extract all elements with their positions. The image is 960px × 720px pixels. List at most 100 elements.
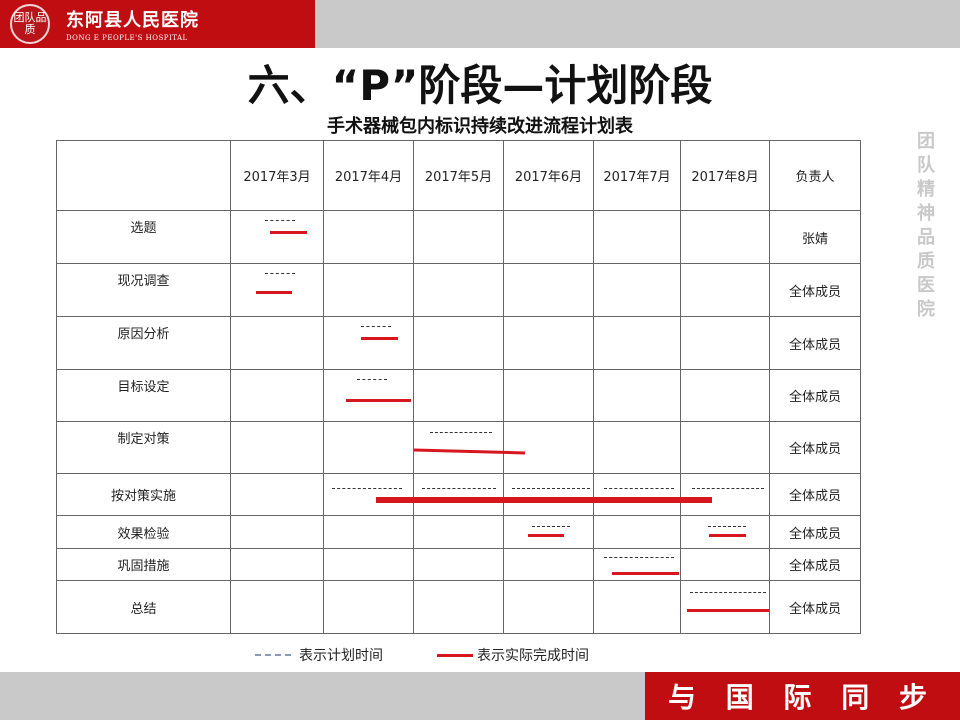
plan-legend-label: 表示计划时间 [299, 648, 383, 664]
month-cell [323, 421, 414, 474]
month-cell [503, 421, 594, 474]
table-row: 按对策实施 全体成员 [56, 473, 861, 516]
column-header: 2017年7月 [593, 140, 681, 211]
month-cell [323, 316, 414, 370]
slide-title: 六、“P”阶段—计划阶段 [247, 61, 713, 110]
footer-motto: 与 国 际 同 步 [645, 672, 960, 720]
month-cell [593, 515, 681, 549]
task-cell: 按对策实施 [56, 473, 231, 516]
month-cell [680, 263, 770, 317]
planned-time-line [422, 488, 496, 489]
owner-cell: 全体成员 [769, 473, 861, 516]
month-cell [503, 473, 594, 516]
table-row: 目标设定 全体成员 [56, 369, 861, 422]
actual-time-line [528, 534, 564, 537]
month-cell [680, 580, 770, 634]
planned-time-line [512, 488, 590, 489]
month-cell [323, 548, 414, 581]
month-cell [323, 473, 414, 516]
month-cell [503, 210, 594, 264]
plan-legend-swatch [255, 654, 291, 656]
actual-time-line [361, 337, 398, 340]
header-row: 2017年3月 2017年4月 2017年5月 2017年6月 2017年7月 … [56, 140, 861, 211]
owner-cell: 全体成员 [769, 515, 861, 549]
actual-time-line [256, 291, 292, 294]
planned-time-line [690, 592, 766, 593]
month-cell [503, 316, 594, 370]
column-header: 2017年3月 [230, 140, 324, 211]
column-header [56, 140, 231, 211]
planned-time-line [430, 432, 492, 433]
month-cell [680, 316, 770, 370]
task-cell: 原因分析 [56, 316, 231, 370]
month-cell [413, 421, 504, 474]
actual-time-line [709, 534, 746, 537]
hospital-name-en: DONG E PEOPLE'S HOSPITAL [66, 34, 188, 42]
month-cell [230, 473, 324, 516]
month-cell [680, 548, 770, 581]
table-row: 效果检验 全体成员 [56, 515, 861, 549]
owner-cell: 全体成员 [769, 421, 861, 474]
actual-time-line [346, 399, 411, 402]
task-cell: 巩固措施 [56, 548, 231, 581]
table-row: 原因分析 全体成员 [56, 316, 861, 370]
legend: 表示计划时间 表示实际完成时间 [255, 645, 589, 665]
month-cell [230, 548, 324, 581]
task-cell: 选题 [56, 210, 231, 264]
table-title: 手术器械包内标识持续改进流程计划表 [327, 116, 633, 137]
hospital-brand: 团队品质 东阿县人民医院 DONG E PEOPLE'S HOSPITAL [0, 0, 315, 48]
month-cell [323, 210, 414, 264]
column-header: 2017年8月 [680, 140, 770, 211]
month-cell [413, 580, 504, 634]
month-cell [680, 473, 770, 516]
month-cell [230, 263, 324, 317]
month-cell [593, 548, 681, 581]
month-cell [593, 580, 681, 634]
planned-time-line [532, 526, 570, 527]
table-row: 总结 全体成员 [56, 580, 861, 634]
column-header: 2017年4月 [323, 140, 414, 211]
month-cell [230, 210, 324, 264]
month-cell [593, 210, 681, 264]
month-cell [503, 515, 594, 549]
column-header: 2017年5月 [413, 140, 504, 211]
month-cell [230, 369, 324, 422]
actual-time-line [612, 572, 679, 575]
planned-time-line [361, 326, 391, 327]
column-header: 负责人 [769, 140, 861, 211]
month-cell [323, 515, 414, 549]
planned-time-line [332, 488, 402, 489]
actual-time-line [687, 609, 769, 612]
owner-cell: 全体成员 [769, 548, 861, 581]
planned-time-line [265, 220, 295, 221]
task-cell: 现况调查 [56, 263, 231, 317]
month-cell [230, 515, 324, 549]
actual-legend-label: 表示实际完成时间 [477, 648, 589, 664]
table-row: 巩固措施 全体成员 [56, 548, 861, 581]
planned-time-line [265, 273, 295, 274]
actual-time-line [376, 497, 712, 503]
month-cell [593, 369, 681, 422]
hospital-name-cn: 东阿县人民医院 [66, 10, 199, 31]
planned-time-line [357, 379, 387, 380]
table-row: 选题 张婧 [56, 210, 861, 264]
month-cell [413, 263, 504, 317]
planned-time-line [604, 557, 674, 558]
month-cell [680, 369, 770, 422]
month-cell [413, 473, 504, 516]
month-cell [413, 515, 504, 549]
table-row: 制定对策 全体成员 [56, 421, 861, 474]
month-cell [413, 316, 504, 370]
month-cell [323, 369, 414, 422]
month-cell [230, 580, 324, 634]
month-cell [593, 473, 681, 516]
month-cell [680, 421, 770, 474]
month-cell [593, 316, 681, 370]
planned-time-line [692, 488, 764, 489]
side-slogan: 团队精神 品质医院 [917, 131, 935, 320]
month-cell [413, 369, 504, 422]
task-cell: 总结 [56, 580, 231, 634]
task-cell: 目标设定 [56, 369, 231, 422]
month-cell [413, 210, 504, 264]
month-cell [680, 515, 770, 549]
